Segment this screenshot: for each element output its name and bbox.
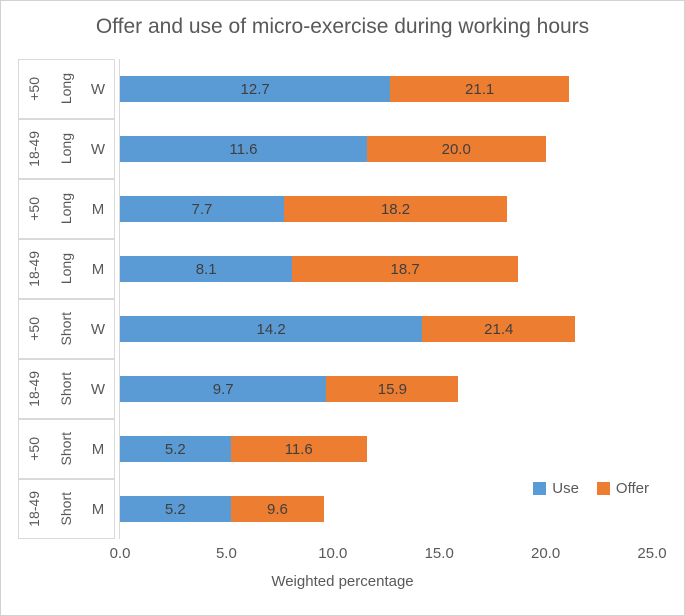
bar-offer-segment: 21.1 (390, 76, 569, 102)
bar-offer-segment: 20.0 (366, 136, 546, 162)
bar-offer-segment: 15.9 (326, 376, 459, 402)
bar-use-segment: 5.2 (120, 496, 231, 522)
category-axis-line (119, 59, 120, 539)
duration-label: Long (57, 193, 74, 225)
bar-offer-segment: 9.6 (230, 496, 325, 522)
age-group-label: 18-49 (26, 251, 42, 287)
duration-label: Long (57, 133, 74, 165)
duration-label: Long (57, 73, 74, 105)
use-value-label: 5.2 (164, 500, 186, 518)
bar-use-segment: 14.2 (120, 316, 423, 342)
chart-row: 18-49 Long M 8.1 18.7 (1, 239, 684, 299)
gender-label: M (91, 260, 105, 278)
legend: Use Offer (1, 480, 649, 497)
gender-label: M (91, 500, 105, 518)
offer-value-label: 15.9 (377, 380, 407, 398)
category-cell: +50 Long W (18, 59, 115, 119)
bar-use-segment: 11.6 (120, 136, 367, 162)
chart-row: +50 Short M 5.2 11.6 (1, 419, 684, 479)
bar-use-segment: 5.2 (120, 436, 231, 462)
bar-use-segment: 8.1 (120, 256, 293, 282)
chart-title: Offer and use of micro-exercise during w… (95, 15, 590, 38)
legend-entry-use: Use (533, 480, 579, 497)
plot-area: +50 Long W 12.7 21.1 18-49 Long W 11.6 20.0 +50 Lon… (1, 59, 684, 539)
use-legend-swatch (533, 482, 547, 495)
bar-use-segment: 7.7 (120, 196, 284, 222)
age-group-label: 18-49 (26, 131, 42, 167)
age-group-label: +50 (26, 317, 42, 341)
use-value-label: 11.6 (229, 140, 258, 158)
gender-label: W (90, 320, 106, 338)
age-group-label: 18-49 (26, 371, 42, 407)
chart-row: +50 Short W 14.2 21.4 (1, 299, 684, 359)
offer-legend-label: Offer (615, 480, 649, 497)
category-cell: +50 Short W (18, 299, 115, 359)
use-value-label: 8.1 (195, 260, 217, 278)
gender-label: W (90, 140, 106, 158)
offer-value-label: 9.6 (267, 500, 288, 518)
age-group-label: +50 (26, 437, 42, 461)
x-tick-label: 15.0 (424, 545, 454, 562)
use-value-label: 9.7 (212, 380, 234, 398)
offer-value-label: 18.2 (380, 200, 411, 218)
bar-offer-segment: 11.6 (230, 436, 367, 462)
category-cell: 18-49 Short M (18, 479, 115, 539)
duration-label: Short (57, 432, 74, 466)
category-cell: 18-49 Short W (18, 359, 115, 419)
x-axis: 0.0 5.0 10.0 15.0 20.0 25.0 (1, 545, 684, 565)
gender-label: W (90, 380, 106, 398)
age-group-label: +50 (26, 197, 42, 221)
offer-value-label: 21.1 (465, 80, 495, 98)
offer-legend-swatch (596, 482, 610, 495)
bar-use-segment: 9.7 (120, 376, 327, 402)
duration-label: Short (57, 372, 74, 406)
x-tick-label: 20.0 (530, 545, 561, 562)
offer-value-label: 18.7 (390, 260, 420, 278)
legend-entry-offer: Offer (596, 480, 649, 497)
category-cell: +50 Long M (18, 179, 115, 239)
bar-use-segment: 12.7 (120, 76, 391, 102)
x-axis-title: Weighted percentage (271, 573, 414, 590)
x-tick-label: 0.0 (109, 545, 131, 562)
category-cell: 18-49 Long M (18, 239, 115, 299)
use-value-label: 12.7 (240, 80, 270, 98)
offer-value-label: 21.4 (484, 320, 514, 338)
gender-label: M (91, 440, 105, 458)
bar-offer-segment: 18.2 (283, 196, 508, 222)
use-value-label: 14.2 (256, 320, 286, 338)
gender-label: M (91, 200, 105, 218)
offer-value-label: 20.0 (441, 140, 471, 158)
chart-row: +50 Long W 12.7 21.1 (1, 59, 684, 119)
x-tick-label: 25.0 (637, 545, 667, 562)
age-group-label: +50 (26, 77, 42, 101)
bar-offer-segment: 18.7 (292, 256, 518, 282)
gender-label: W (90, 80, 106, 98)
duration-label: Short (57, 312, 74, 346)
duration-label: Long (57, 253, 74, 285)
chart-row: +50 Long M 7.7 18.2 (1, 179, 684, 239)
offer-value-label: 11.6 (284, 440, 313, 458)
chart-row: 18-49 Short W 9.7 15.9 (1, 359, 684, 419)
bar-offer-segment: 21.4 (422, 316, 576, 342)
category-cell: 18-49 Long W (18, 119, 115, 179)
x-tick-label: 10.0 (318, 545, 348, 562)
chart-row: 18-49 Long W 11.6 20.0 (1, 119, 684, 179)
chart-row: 18-49 Short M 5.2 9.6 (1, 479, 684, 539)
x-tick-label: 5.0 (215, 545, 237, 562)
use-value-label: 5.2 (164, 440, 186, 458)
use-value-label: 7.7 (191, 200, 213, 218)
category-cell: +50 Short M (18, 419, 115, 479)
use-legend-label: Use (552, 480, 579, 497)
